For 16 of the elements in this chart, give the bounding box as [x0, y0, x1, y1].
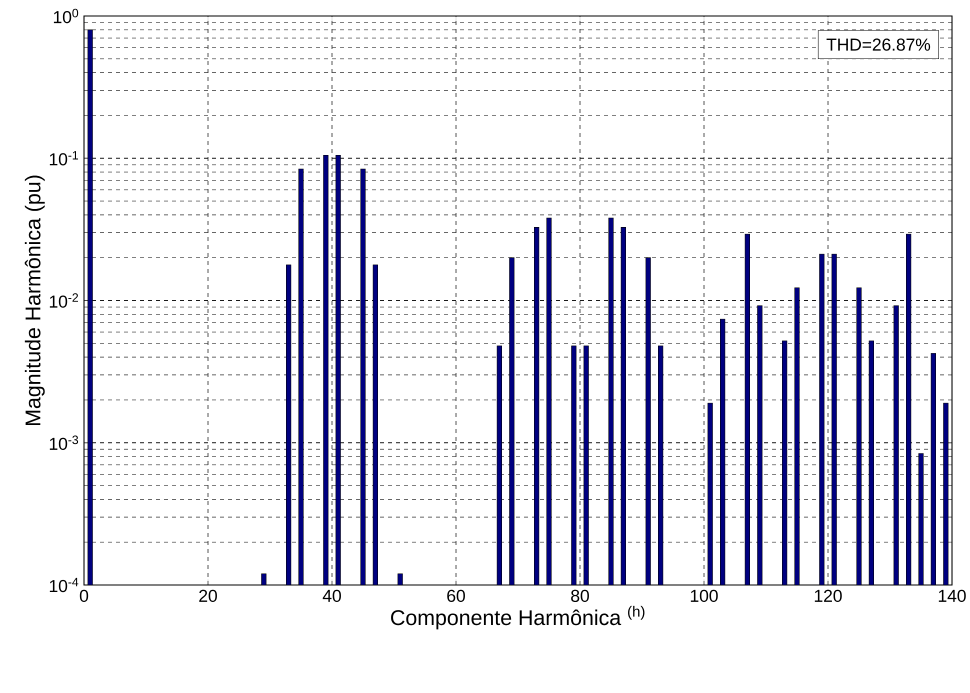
x-tick-label: 40 — [322, 590, 341, 602]
x-tick-label: 0 — [80, 590, 88, 602]
y-tick-label: 10$^{-1}$ — [50, 151, 78, 166]
y-axis-title: Magnitude Harmônica (pu) — [24, 176, 45, 426]
y-tick-label: 10$^{-4}$ — [50, 578, 78, 592]
annotation: THD=26.87% — [826, 38, 930, 51]
x-tick-label: 140 — [938, 590, 966, 602]
x-tick-label: 60 — [447, 590, 465, 602]
x-tick-label: 100 — [690, 590, 718, 602]
x-tick-label: 80 — [571, 590, 589, 602]
x-tick-label: 120 — [814, 590, 842, 602]
x-tick-label: 20 — [199, 590, 217, 602]
x-axis-title: Componente Harmônica $^{(h)}$ — [391, 606, 644, 630]
y-tick-label: 10$^{-2}$ — [50, 293, 78, 308]
y-tick-label: 10$^{-3}$ — [50, 436, 78, 450]
y-tick-label: 10$^{0}$ — [54, 8, 78, 24]
